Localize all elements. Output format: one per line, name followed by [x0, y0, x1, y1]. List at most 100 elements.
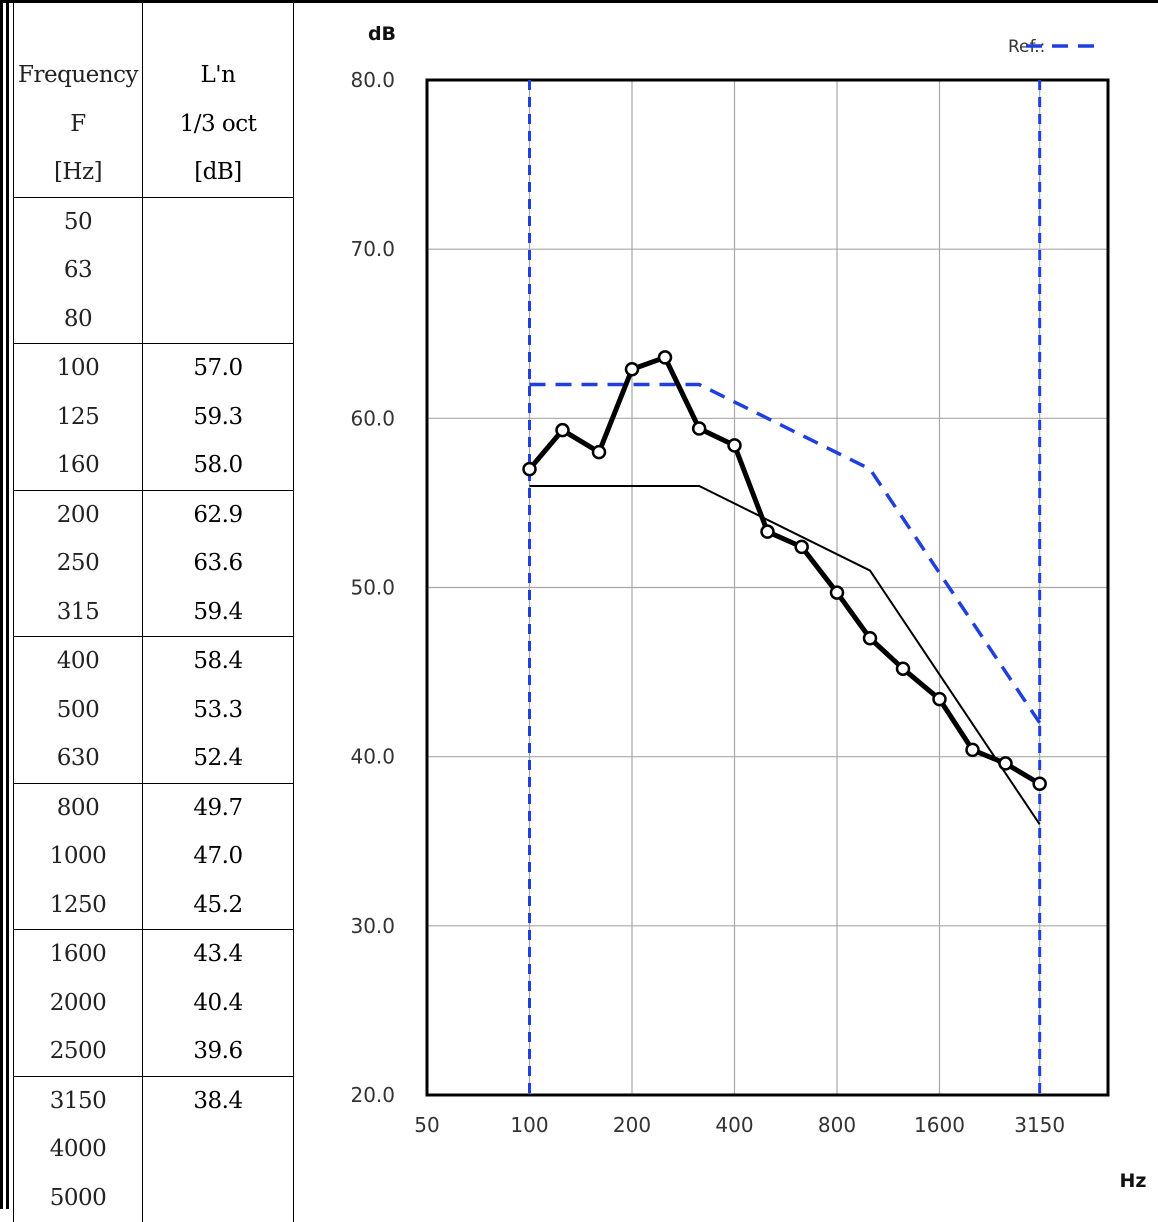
frequency-cell: 80 [14, 295, 143, 344]
data-point-marker [524, 463, 536, 475]
value-cell: 45.2 [143, 881, 294, 930]
frequency-cell: 2500 [14, 1027, 143, 1076]
frequency-cell: 400 [14, 637, 143, 686]
data-point-marker [693, 422, 705, 434]
y-tick-label: 70.0 [350, 237, 395, 261]
y-axis-title: dB [368, 23, 396, 45]
value-cell: 39.6 [143, 1027, 294, 1076]
frequency-header: F [14, 100, 143, 149]
value-cell: 53.3 [143, 686, 294, 735]
frequency-cell: 50 [14, 197, 143, 246]
frequency-cell: 100 [14, 344, 143, 393]
data-point-marker [1034, 778, 1046, 790]
frequency-cell: 2000 [14, 979, 143, 1028]
data-point-marker [556, 424, 568, 436]
data-point-marker [729, 439, 741, 451]
data-point-marker [897, 663, 909, 675]
frequency-cell: 1000 [14, 832, 143, 881]
data-point-marker [796, 541, 808, 553]
x-tick-label: 400 [715, 1113, 753, 1137]
value-cell [143, 1174, 294, 1222]
data-point-marker [762, 526, 774, 538]
frequency-cell: 4000 [14, 1125, 143, 1174]
y-tick-label: 30.0 [350, 914, 395, 938]
header-spacer [14, 3, 143, 51]
frame-left-border-inner [6, 0, 9, 1209]
value-cell: 58.0 [143, 441, 294, 490]
frequency-header: Frequency [14, 51, 143, 100]
value-cell: 58.4 [143, 637, 294, 686]
y-tick-label: 80.0 [350, 68, 395, 92]
frequency-cell: 1600 [14, 930, 143, 979]
frequency-cell: 800 [14, 783, 143, 832]
data-point-marker [934, 693, 946, 705]
frequency-cell: 200 [14, 490, 143, 539]
value-cell: 43.4 [143, 930, 294, 979]
y-tick-label: 40.0 [350, 745, 395, 769]
value-cell: 47.0 [143, 832, 294, 881]
value-header: L'n [143, 51, 294, 100]
value-cell: 63.6 [143, 539, 294, 588]
table-row: 80 [14, 295, 294, 344]
data-point-marker [831, 587, 843, 599]
frame-left-border [0, 0, 3, 1209]
table-header-row: [Hz][dB] [14, 148, 294, 197]
data-point-marker [626, 363, 638, 375]
frequency-cell: 3150 [14, 1076, 143, 1125]
data-point-marker [967, 744, 979, 756]
value-cell: 40.4 [143, 979, 294, 1028]
frequency-cell: 1250 [14, 881, 143, 930]
table-row: 63 [14, 246, 294, 295]
frequency-cell: 630 [14, 734, 143, 783]
data-point-marker [593, 446, 605, 458]
value-cell: 59.4 [143, 588, 294, 637]
measured-series-line [530, 357, 1040, 783]
header-spacer [143, 3, 294, 51]
value-cell: 57.0 [143, 344, 294, 393]
y-tick-label: 50.0 [350, 576, 395, 600]
y-tick-label: 60.0 [350, 406, 395, 430]
x-tick-label: 50 [414, 1113, 439, 1137]
frequency-cell: 160 [14, 441, 143, 490]
value-cell [143, 1125, 294, 1174]
table-row: 4000 [14, 1125, 294, 1174]
value-cell: 52.4 [143, 734, 294, 783]
table-row: 5000 [14, 1174, 294, 1222]
value-cell: 62.9 [143, 490, 294, 539]
x-tick-label: 800 [818, 1113, 856, 1137]
data-point-marker [659, 351, 671, 363]
value-cell: 38.4 [143, 1076, 294, 1125]
value-cell [143, 246, 294, 295]
x-tick-label: 3150 [1014, 1113, 1065, 1137]
frequency-cell: 125 [14, 393, 143, 442]
frequency-cell: 315 [14, 588, 143, 637]
x-tick-label: 100 [510, 1113, 548, 1137]
value-cell [143, 197, 294, 246]
x-tick-label: 200 [613, 1113, 651, 1137]
frequency-cell: 63 [14, 246, 143, 295]
table-row: 50 [14, 197, 294, 246]
frequency-cell: 250 [14, 539, 143, 588]
data-point-marker [999, 757, 1011, 769]
frequency-cell: 500 [14, 686, 143, 735]
value-cell: 49.7 [143, 783, 294, 832]
